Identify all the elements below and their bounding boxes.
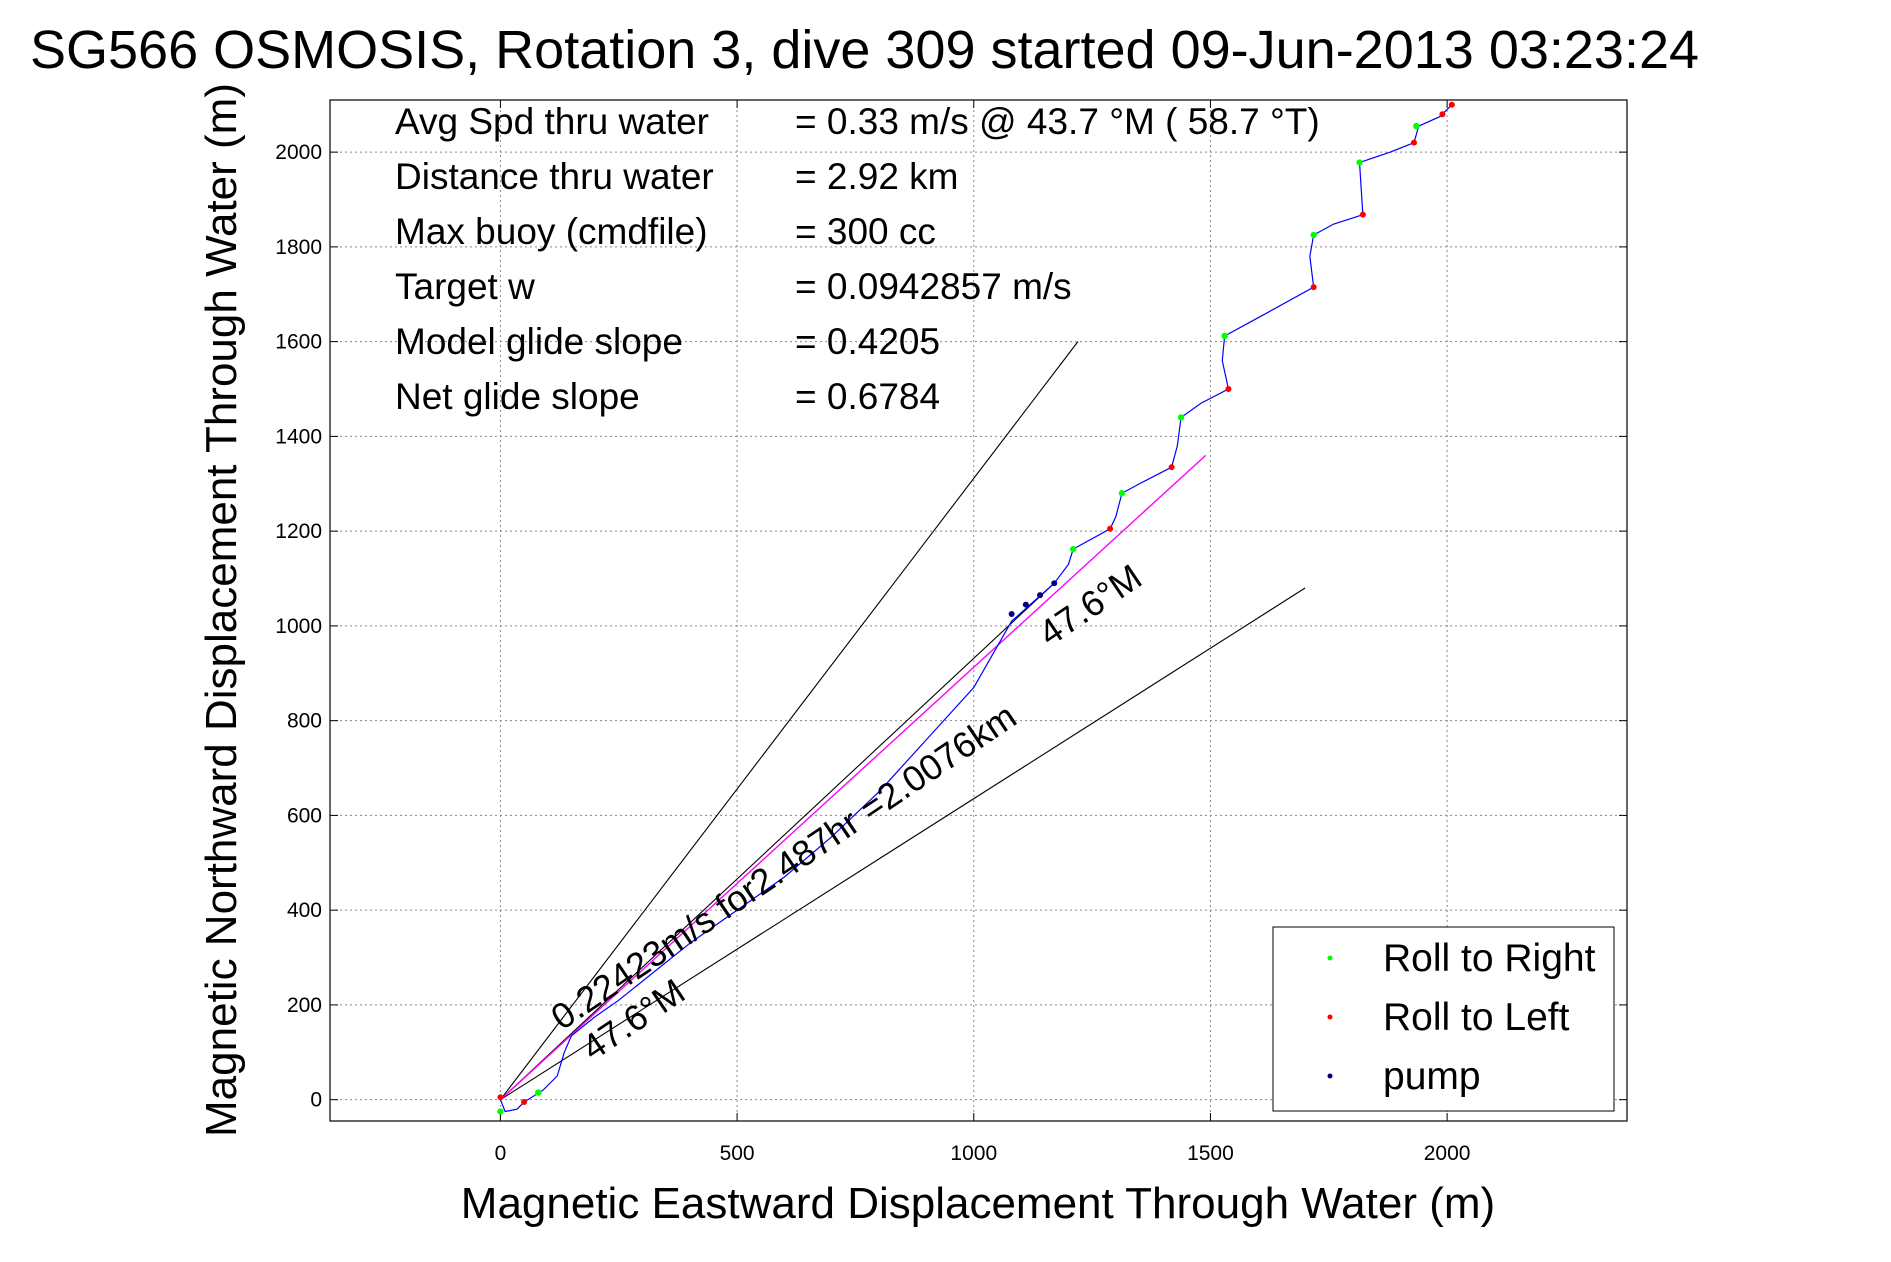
- x-tick-label: 0: [495, 1142, 507, 1165]
- heading-lines: [499, 341, 1306, 1101]
- y-tick-label: 200: [287, 994, 322, 1017]
- y-axis-label: Magnetic Northward Displacement Through …: [197, 83, 246, 1137]
- legend-label: Roll to Left: [1383, 996, 1570, 1039]
- roll-left-point: [1168, 464, 1175, 471]
- stat-label: Target w: [395, 266, 535, 307]
- stat-label: Max buoy (cmdfile): [395, 211, 708, 252]
- roll-pump-markers: [497, 101, 1455, 1115]
- heading-line: [499, 341, 1079, 1101]
- y-gridlines: [330, 151, 1627, 1101]
- roll-left-point: [1439, 111, 1446, 118]
- y-tick-label: 600: [287, 804, 322, 827]
- pump-point: [1008, 611, 1015, 618]
- x-tick-labels: 0 500 1000 1500 2000: [495, 1142, 1471, 1165]
- legend: Roll to Right Roll to Left pump: [1272, 926, 1615, 1112]
- roll-left-point: [521, 1099, 528, 1106]
- y-tick-label: 0: [310, 1089, 322, 1112]
- roll-right-point: [1221, 332, 1228, 340]
- roll-right-point: [1118, 490, 1126, 497]
- x-tick-label: 1500: [1187, 1142, 1234, 1165]
- roll-left-point: [497, 1094, 504, 1101]
- roll-left-point: [1359, 211, 1366, 218]
- mean-track: [499, 454, 1207, 1101]
- y-tick-label: 1000: [275, 615, 322, 638]
- y-tick-label: 800: [287, 710, 322, 733]
- roll-left-point: [1448, 101, 1455, 108]
- roll-right-point: [1069, 545, 1077, 553]
- legend-marker: [1327, 955, 1333, 961]
- mean-track-line: [499, 454, 1207, 1101]
- x-gridlines: [499, 100, 1448, 1121]
- stat-label: Model glide slope: [395, 321, 683, 362]
- plot-frame: [329, 99, 1628, 1122]
- x-tick-label: 500: [720, 1142, 755, 1165]
- roll-right-point: [535, 1089, 542, 1096]
- dive-stats-block: Avg Spd thru water = 0.33 m/s @ 43.7 °M (…: [395, 101, 1320, 417]
- legend-marker: [1327, 1073, 1333, 1079]
- roll-right-point: [497, 1108, 504, 1115]
- pump-point: [1022, 601, 1029, 608]
- stat-value: = 0.4205: [795, 321, 940, 362]
- stat-value: = 300 cc: [795, 211, 936, 252]
- pump-point: [1037, 592, 1044, 599]
- stat-value: = 0.0942857 m/s: [795, 266, 1072, 307]
- y-tick-labels: 0 200 400 600 800 1000 1200 1400 1600 1800 2000: [275, 141, 322, 1112]
- roll-right-point: [1177, 414, 1185, 421]
- stat-value: = 0.33 m/s @ 43.7 °M ( 58.7 °T): [795, 101, 1320, 142]
- roll-left-point: [1225, 386, 1232, 393]
- pump-point: [1051, 580, 1058, 587]
- stat-value: = 2.92 km: [795, 156, 959, 197]
- legend-label: Roll to Right: [1383, 937, 1596, 980]
- roll-right-point: [1356, 159, 1363, 166]
- roll-left-point: [1410, 139, 1417, 146]
- x-tick-label: 2000: [1424, 1142, 1471, 1165]
- stat-label: Net glide slope: [395, 376, 640, 417]
- roll-left-point: [1310, 284, 1317, 291]
- roll-right-point: [1310, 231, 1317, 239]
- heading-line: [500, 587, 1306, 1101]
- stat-label: Avg Spd thru water: [395, 101, 709, 142]
- y-tick-label: 2000: [275, 141, 322, 164]
- track-line: [499, 104, 1453, 1113]
- x-tick-label: 1000: [950, 1142, 997, 1165]
- roll-right-point: [1413, 122, 1420, 130]
- y-tick-label: 1200: [275, 520, 322, 543]
- y-tick-label: 1400: [275, 425, 322, 448]
- chart-title: SG566 OSMOSIS, Rotation 3, dive 309 star…: [30, 20, 1699, 80]
- roll-left-point: [1107, 525, 1114, 532]
- x-axis-label: Magnetic Eastward Displacement Through W…: [461, 1179, 1495, 1228]
- y-tick-label: 400: [287, 899, 322, 922]
- y-tick-label: 1800: [275, 236, 322, 259]
- glider-track: [499, 104, 1453, 1113]
- stat-label: Distance thru water: [395, 156, 714, 197]
- y-tick-label: 1600: [275, 331, 322, 354]
- legend-label: pump: [1383, 1055, 1481, 1098]
- heading-line: [500, 582, 1055, 1101]
- legend-marker: [1327, 1014, 1333, 1020]
- stat-value: = 0.6784: [795, 376, 940, 417]
